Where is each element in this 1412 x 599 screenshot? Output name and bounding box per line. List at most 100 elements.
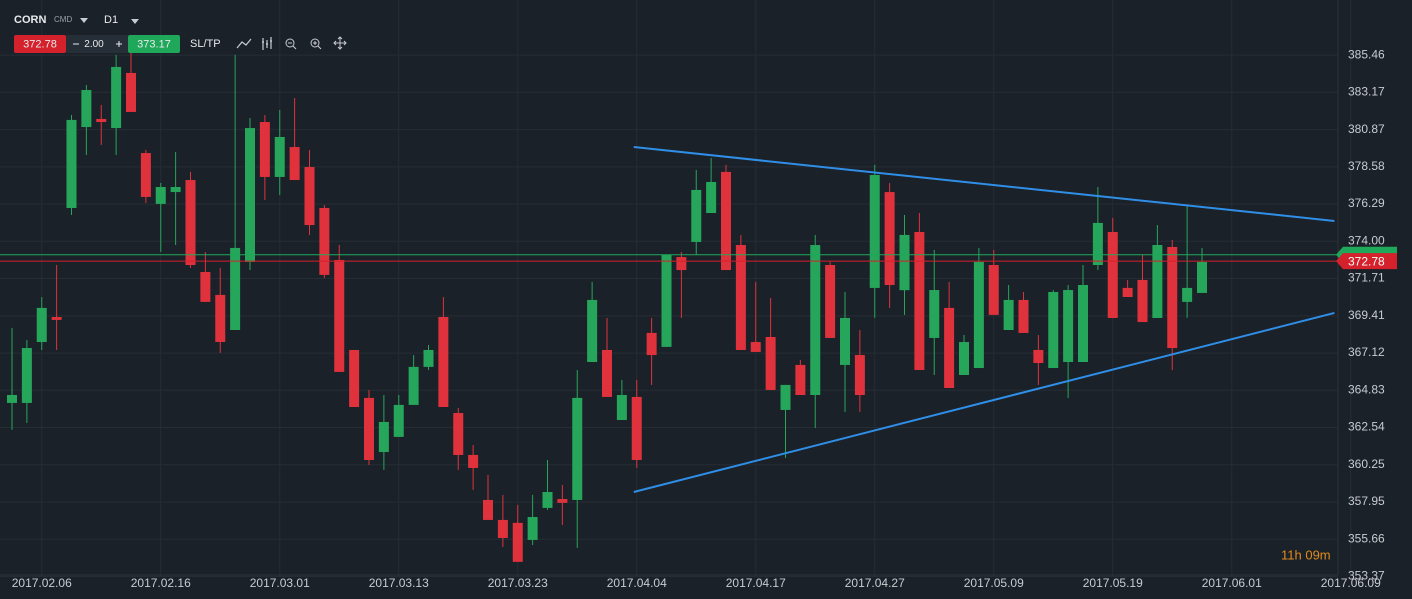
bid-price: 372.78	[23, 38, 57, 50]
candle-body	[1048, 291, 1059, 369]
y-tick-label: 353.37	[1348, 569, 1385, 583]
candle-body	[914, 232, 925, 370]
y-tick-label: 385.46	[1348, 47, 1385, 61]
sltp-button[interactable]: SL/TP	[190, 38, 221, 50]
candle-body	[289, 147, 300, 181]
plus-button[interactable]	[116, 41, 122, 47]
candle-body	[408, 366, 419, 405]
candle-body	[140, 153, 151, 197]
candle-body	[795, 364, 806, 395]
candle-body	[170, 187, 181, 193]
x-tick-label: 2017.03.13	[369, 576, 429, 590]
candle-body	[393, 404, 404, 437]
candle-body	[215, 294, 226, 343]
candle-body	[810, 245, 821, 395]
candle-body	[1182, 287, 1193, 302]
lot-size: 2.00	[84, 39, 104, 50]
candle-body	[200, 271, 211, 302]
symbol[interactable]: CORN	[14, 14, 46, 26]
candle-body	[735, 245, 746, 350]
candle-body	[1152, 245, 1163, 318]
x-tick-label: 2017.04.27	[845, 576, 905, 590]
candle-body	[319, 207, 330, 275]
candle-body	[349, 349, 360, 408]
candle-body	[542, 491, 553, 508]
zoom-in-icon[interactable]	[313, 41, 322, 50]
candle-body	[185, 180, 196, 266]
y-tick-label: 355.66	[1348, 531, 1385, 545]
candle-body	[676, 257, 687, 271]
y-tick-label: 362.54	[1348, 420, 1385, 434]
candle-body	[51, 317, 62, 320]
candle-body	[631, 396, 642, 460]
candle-body	[364, 397, 374, 460]
candle-body	[899, 234, 910, 291]
candle-body	[527, 517, 538, 540]
zoom-out-icon[interactable]	[288, 42, 297, 50]
candle-body	[497, 519, 508, 538]
candle-body	[840, 317, 850, 365]
candle-body	[230, 247, 241, 331]
ask-price: 373.17	[137, 38, 171, 50]
lot-box[interactable]	[66, 35, 128, 53]
candle-body	[750, 342, 761, 352]
x-tick-label: 2017.03.23	[488, 576, 548, 590]
y-tick-label: 378.58	[1348, 159, 1385, 173]
candle-body	[869, 174, 880, 288]
x-tick-label: 2017.05.09	[964, 576, 1024, 590]
x-tick-label: 2017.02.16	[131, 576, 191, 590]
candle-body	[126, 72, 136, 112]
trendline	[633, 146, 1335, 222]
candle-body	[1137, 279, 1148, 323]
candle-body	[1167, 246, 1178, 349]
candle-body	[512, 522, 523, 562]
candle-body	[81, 90, 92, 128]
bar-countdown: 11h 09m	[1281, 547, 1331, 562]
candle-body	[378, 421, 389, 453]
candle-body	[1107, 232, 1118, 318]
candle-body	[721, 171, 731, 271]
candle-body	[616, 394, 627, 421]
candle-body	[944, 307, 955, 389]
candle-body	[96, 118, 107, 123]
price-tag-label: 372.78	[1348, 254, 1385, 268]
x-tick-label: 2017.04.04	[607, 576, 667, 590]
candle-body	[111, 66, 122, 129]
dropdown-caret[interactable]	[131, 19, 139, 24]
y-tick-label: 374.00	[1348, 233, 1385, 247]
toolbar: CORN CMD D1 372.78 2.00 373.17 SL/TP	[14, 14, 347, 53]
candle-body	[334, 259, 345, 372]
candle-body	[646, 332, 657, 356]
candle-body	[706, 181, 717, 214]
crosshair-icon[interactable]	[333, 36, 347, 50]
dropdown-caret[interactable]	[80, 18, 88, 23]
y-tick-label: 357.95	[1348, 494, 1385, 508]
market: CMD	[54, 15, 72, 24]
candle-icon[interactable]	[262, 37, 272, 50]
candle-body	[973, 261, 984, 369]
candle-body	[304, 167, 315, 226]
candle-body	[1063, 290, 1074, 363]
y-tick-label: 376.29	[1348, 196, 1385, 210]
x-tick-label: 2017.06.09	[1321, 576, 1381, 590]
zoom-out-icon[interactable]	[285, 38, 295, 48]
candle-body	[884, 192, 895, 285]
x-tick-label: 2017.05.19	[1083, 576, 1143, 590]
y-tick-label: 380.87	[1348, 122, 1385, 136]
candle-body	[825, 265, 836, 338]
candle-body	[572, 397, 583, 500]
sell-button[interactable]	[14, 35, 66, 53]
candle-body	[959, 342, 969, 376]
timeframe[interactable]: D1	[104, 14, 118, 26]
candle-body	[155, 187, 166, 204]
buy-button[interactable]	[128, 35, 180, 53]
y-tick-label: 364.83	[1348, 382, 1385, 396]
line-icon[interactable]	[236, 38, 252, 49]
candle-body	[691, 189, 702, 242]
candle-body	[438, 317, 449, 408]
candle-body	[780, 384, 791, 410]
candle-body	[423, 349, 434, 367]
zoom-in-icon[interactable]	[310, 38, 320, 48]
candle-body	[468, 454, 479, 468]
